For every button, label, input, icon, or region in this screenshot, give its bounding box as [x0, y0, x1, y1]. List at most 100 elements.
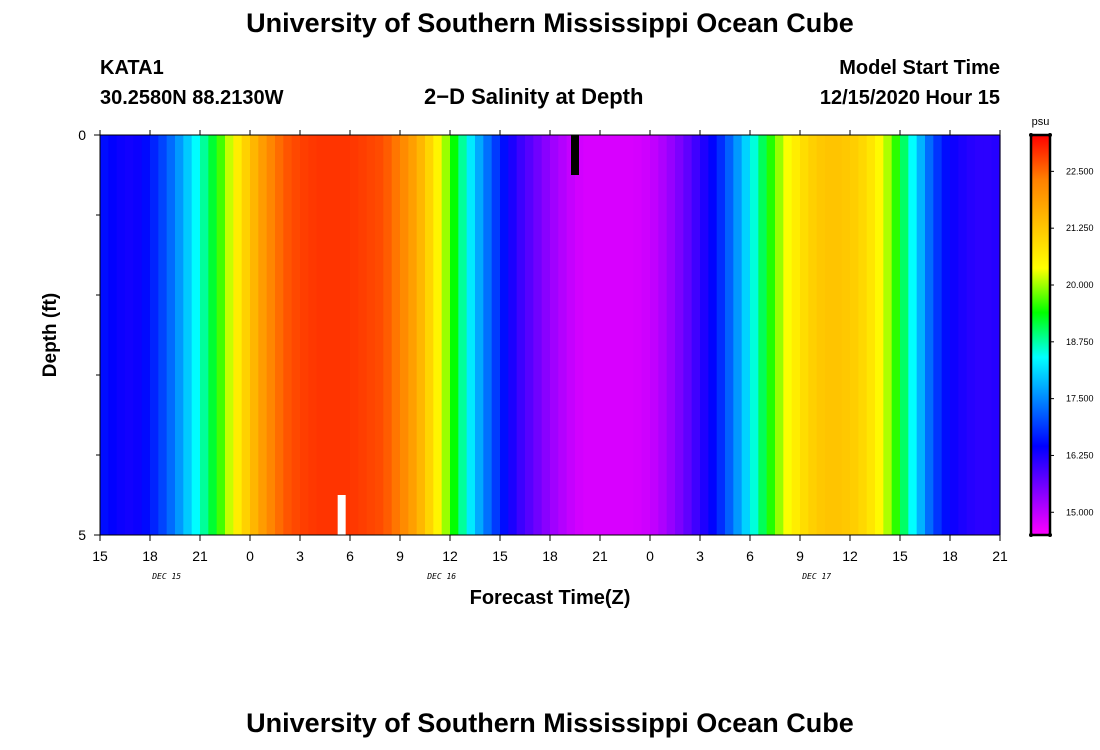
x-tick-label: 21 [192, 548, 208, 564]
x-tick-label: 9 [796, 548, 804, 564]
heatmap-cell [783, 135, 793, 535]
heatmap-cell [241, 135, 251, 535]
heatmap-cell [575, 135, 584, 535]
heatmap-cell [966, 135, 976, 535]
model-start-time: 12/15/2020 Hour 15 [819, 87, 1000, 109]
heatmap-cell [391, 135, 401, 535]
heatmap-cell [183, 135, 193, 535]
heatmap-cell [308, 135, 318, 535]
heatmap-cell [900, 135, 909, 535]
colorbar-corner [1048, 133, 1052, 137]
heatmap-cell [175, 135, 184, 535]
heatmap-cell [716, 135, 726, 535]
colorbar-corner [1029, 533, 1033, 537]
heatmap-cell [541, 135, 551, 535]
heatmap-cell [533, 135, 543, 535]
heatmap-cell [566, 135, 576, 535]
heatmap-cell [550, 135, 559, 535]
colorbar-tick-label: 15.000 [1066, 507, 1094, 517]
heatmap-cell [366, 135, 376, 535]
heatmap-cell [516, 135, 526, 535]
heatmap-cell [841, 135, 851, 535]
heatmap-cell [683, 135, 693, 535]
heatmap-cell [983, 135, 993, 535]
heatmap-cell [133, 135, 143, 535]
heatmap-cell [300, 135, 309, 535]
colorbar-unit: psu [1032, 116, 1050, 128]
heatmap-cell [750, 135, 759, 535]
heatmap-cell [725, 135, 734, 535]
heatmap-cell [500, 135, 509, 535]
heatmap-cell [908, 135, 918, 535]
colorbar-tick-label: 17.500 [1066, 394, 1094, 404]
date-label: DEC 17 [801, 572, 831, 581]
heatmap-cell [458, 135, 468, 535]
heatmap-cell [641, 135, 651, 535]
heatmap-cell [775, 135, 784, 535]
marker-top [571, 135, 579, 175]
heatmap-cells [100, 135, 1001, 535]
heatmap-cell [766, 135, 776, 535]
heatmap-cell [400, 135, 409, 535]
heatmap-cell [466, 135, 476, 535]
heatmap-cell [325, 135, 334, 535]
heatmap-cell [800, 135, 809, 535]
x-tick-label: 0 [246, 548, 254, 564]
heatmap-cell [675, 135, 684, 535]
heatmap-cell [958, 135, 968, 535]
heatmap-cell [475, 135, 484, 535]
heatmap-cell [700, 135, 709, 535]
heatmap-cell [358, 135, 368, 535]
heatmap-cell [150, 135, 159, 535]
heatmap-cell [283, 135, 293, 535]
heatmap-cell [933, 135, 943, 535]
heatmap-cell [658, 135, 668, 535]
heatmap-cell [808, 135, 818, 535]
heatmap-cell [425, 135, 434, 535]
x-axis-label: Forecast Time(Z) [470, 587, 631, 609]
date-label: DEC 15 [151, 572, 181, 581]
heatmap-cell [441, 135, 451, 535]
y-tick-label: 5 [78, 527, 86, 543]
heatmap-cell [408, 135, 418, 535]
y-axis: 05 [78, 127, 100, 543]
x-tick-label: 21 [992, 548, 1008, 564]
heatmap-cell [650, 135, 659, 535]
heatmap-cell [433, 135, 443, 535]
colorbar-corner [1048, 533, 1052, 537]
heatmap-cell [100, 135, 109, 535]
heatmap-cell [158, 135, 168, 535]
page-title: University of Southern Mississippi Ocean… [246, 8, 854, 38]
heatmap-cell [875, 135, 884, 535]
heatmap-cell [141, 135, 151, 535]
heatmap-cell [266, 135, 276, 535]
heatmap-cell [991, 135, 1001, 535]
heatmap-cell [558, 135, 568, 535]
colorbar-tick-label: 18.750 [1066, 337, 1094, 347]
heatmap-cell [608, 135, 618, 535]
heatmap-cell [316, 135, 326, 535]
heatmap-cell [225, 135, 234, 535]
heatmap-cell [691, 135, 701, 535]
model-start-label: Model Start Time [839, 57, 1000, 79]
heatmap-cell [166, 135, 176, 535]
heatmap-cell [258, 135, 268, 535]
heatmap-cell [975, 135, 984, 535]
x-tick-label: 6 [346, 548, 354, 564]
x-tick-label: 18 [942, 548, 958, 564]
colorbar: 15.000 16.250 17.500 18.750 20.000 21.250 22.5… [1029, 116, 1094, 537]
station-id: KATA1 [100, 57, 164, 79]
heatmap-cell [383, 135, 393, 535]
plot-title: 2−D Salinity at Depth [424, 84, 644, 109]
x-tick-label: 18 [542, 548, 558, 564]
heatmap-cell [825, 135, 834, 535]
heatmap-cell [233, 135, 243, 535]
x-tick-label: 6 [746, 548, 754, 564]
heatmap-cell [858, 135, 868, 535]
heatmap-cell [191, 135, 201, 535]
heatmap-cell [883, 135, 893, 535]
heatmap-cell [866, 135, 876, 535]
colorbar-tick-label: 22.500 [1066, 166, 1094, 176]
colorbar-tick-label: 16.250 [1066, 450, 1094, 460]
